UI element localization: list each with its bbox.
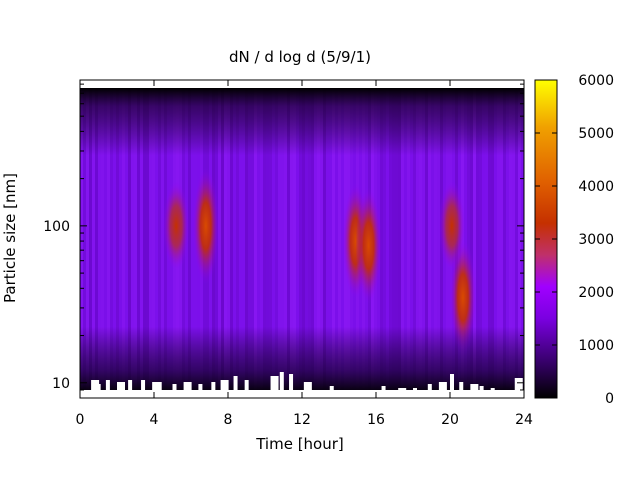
missing-data-gap <box>198 384 203 394</box>
x-tick-label: 0 <box>76 412 85 428</box>
missing-data-gap <box>128 380 133 394</box>
missing-data-gap <box>289 374 294 394</box>
heatmap-plot-area <box>80 88 524 394</box>
missing-data-gap <box>427 384 432 394</box>
x-tick-label: 12 <box>293 412 311 428</box>
x-tick-label: 8 <box>224 412 233 428</box>
chart-title: dN / d log d (5/9/1) <box>229 48 371 66</box>
colorbar-tick-label: 5000 <box>578 126 614 142</box>
colorbar-ticks: 0 1000 2000 3000 4000 5000 6000 <box>535 73 614 407</box>
missing-data-gap <box>479 386 484 394</box>
missing-data-gap <box>96 384 101 394</box>
colorbar-tick-label: 2000 <box>578 285 614 301</box>
colorbar-tick-label: 1000 <box>578 338 614 354</box>
missing-data-gap <box>152 382 161 394</box>
missing-data-gap <box>244 380 249 394</box>
missing-data-gap <box>233 376 238 394</box>
colorbar-tick-label: 6000 <box>578 73 614 89</box>
heatmap-edge-fade <box>80 88 524 394</box>
y-axis-ticks: 10 100 <box>43 83 524 392</box>
missing-data-gap <box>220 380 229 394</box>
y-axis-label: Particle size [nm] <box>1 173 19 303</box>
missing-data-gap <box>398 388 407 394</box>
colorbar-tick-label: 3000 <box>578 232 614 248</box>
x-tick-label: 20 <box>441 412 459 428</box>
missing-data-gap <box>459 382 464 394</box>
missing-data-gap <box>157 382 162 394</box>
missing-data-gap <box>172 384 177 394</box>
missing-data-gap <box>413 388 417 394</box>
missing-data-gap <box>91 380 100 394</box>
missing-data-gap <box>117 382 125 394</box>
missing-data-gap <box>211 382 216 394</box>
missing-data-gap <box>183 382 192 394</box>
x-tick-label: 16 <box>367 412 385 428</box>
missing-data-gap <box>270 376 279 394</box>
x-axis-label: Time [hour] <box>255 435 344 453</box>
missing-data-gap <box>438 382 447 394</box>
missing-data-gap <box>381 386 386 394</box>
missing-data-gap <box>279 372 284 394</box>
missing-data-gap <box>303 382 312 394</box>
colorbar-tick-label: 0 <box>605 391 614 407</box>
missing-data-gap <box>490 388 495 394</box>
missing-data-gap <box>105 380 110 394</box>
missing-data-gap <box>470 384 479 394</box>
missing-data-gap <box>141 380 146 394</box>
missing-data-gap <box>450 374 454 394</box>
x-tick-label: 24 <box>515 412 533 428</box>
y-tick-label: 100 <box>43 219 70 235</box>
x-axis-ticks: 0 4 8 12 16 20 24 <box>76 80 533 428</box>
missing-data-gap <box>329 386 334 394</box>
colorbar-tick-label: 4000 <box>578 179 614 195</box>
missing-data-gap <box>514 378 523 394</box>
y-tick-label: 10 <box>52 376 70 392</box>
x-tick-label: 4 <box>150 412 159 428</box>
